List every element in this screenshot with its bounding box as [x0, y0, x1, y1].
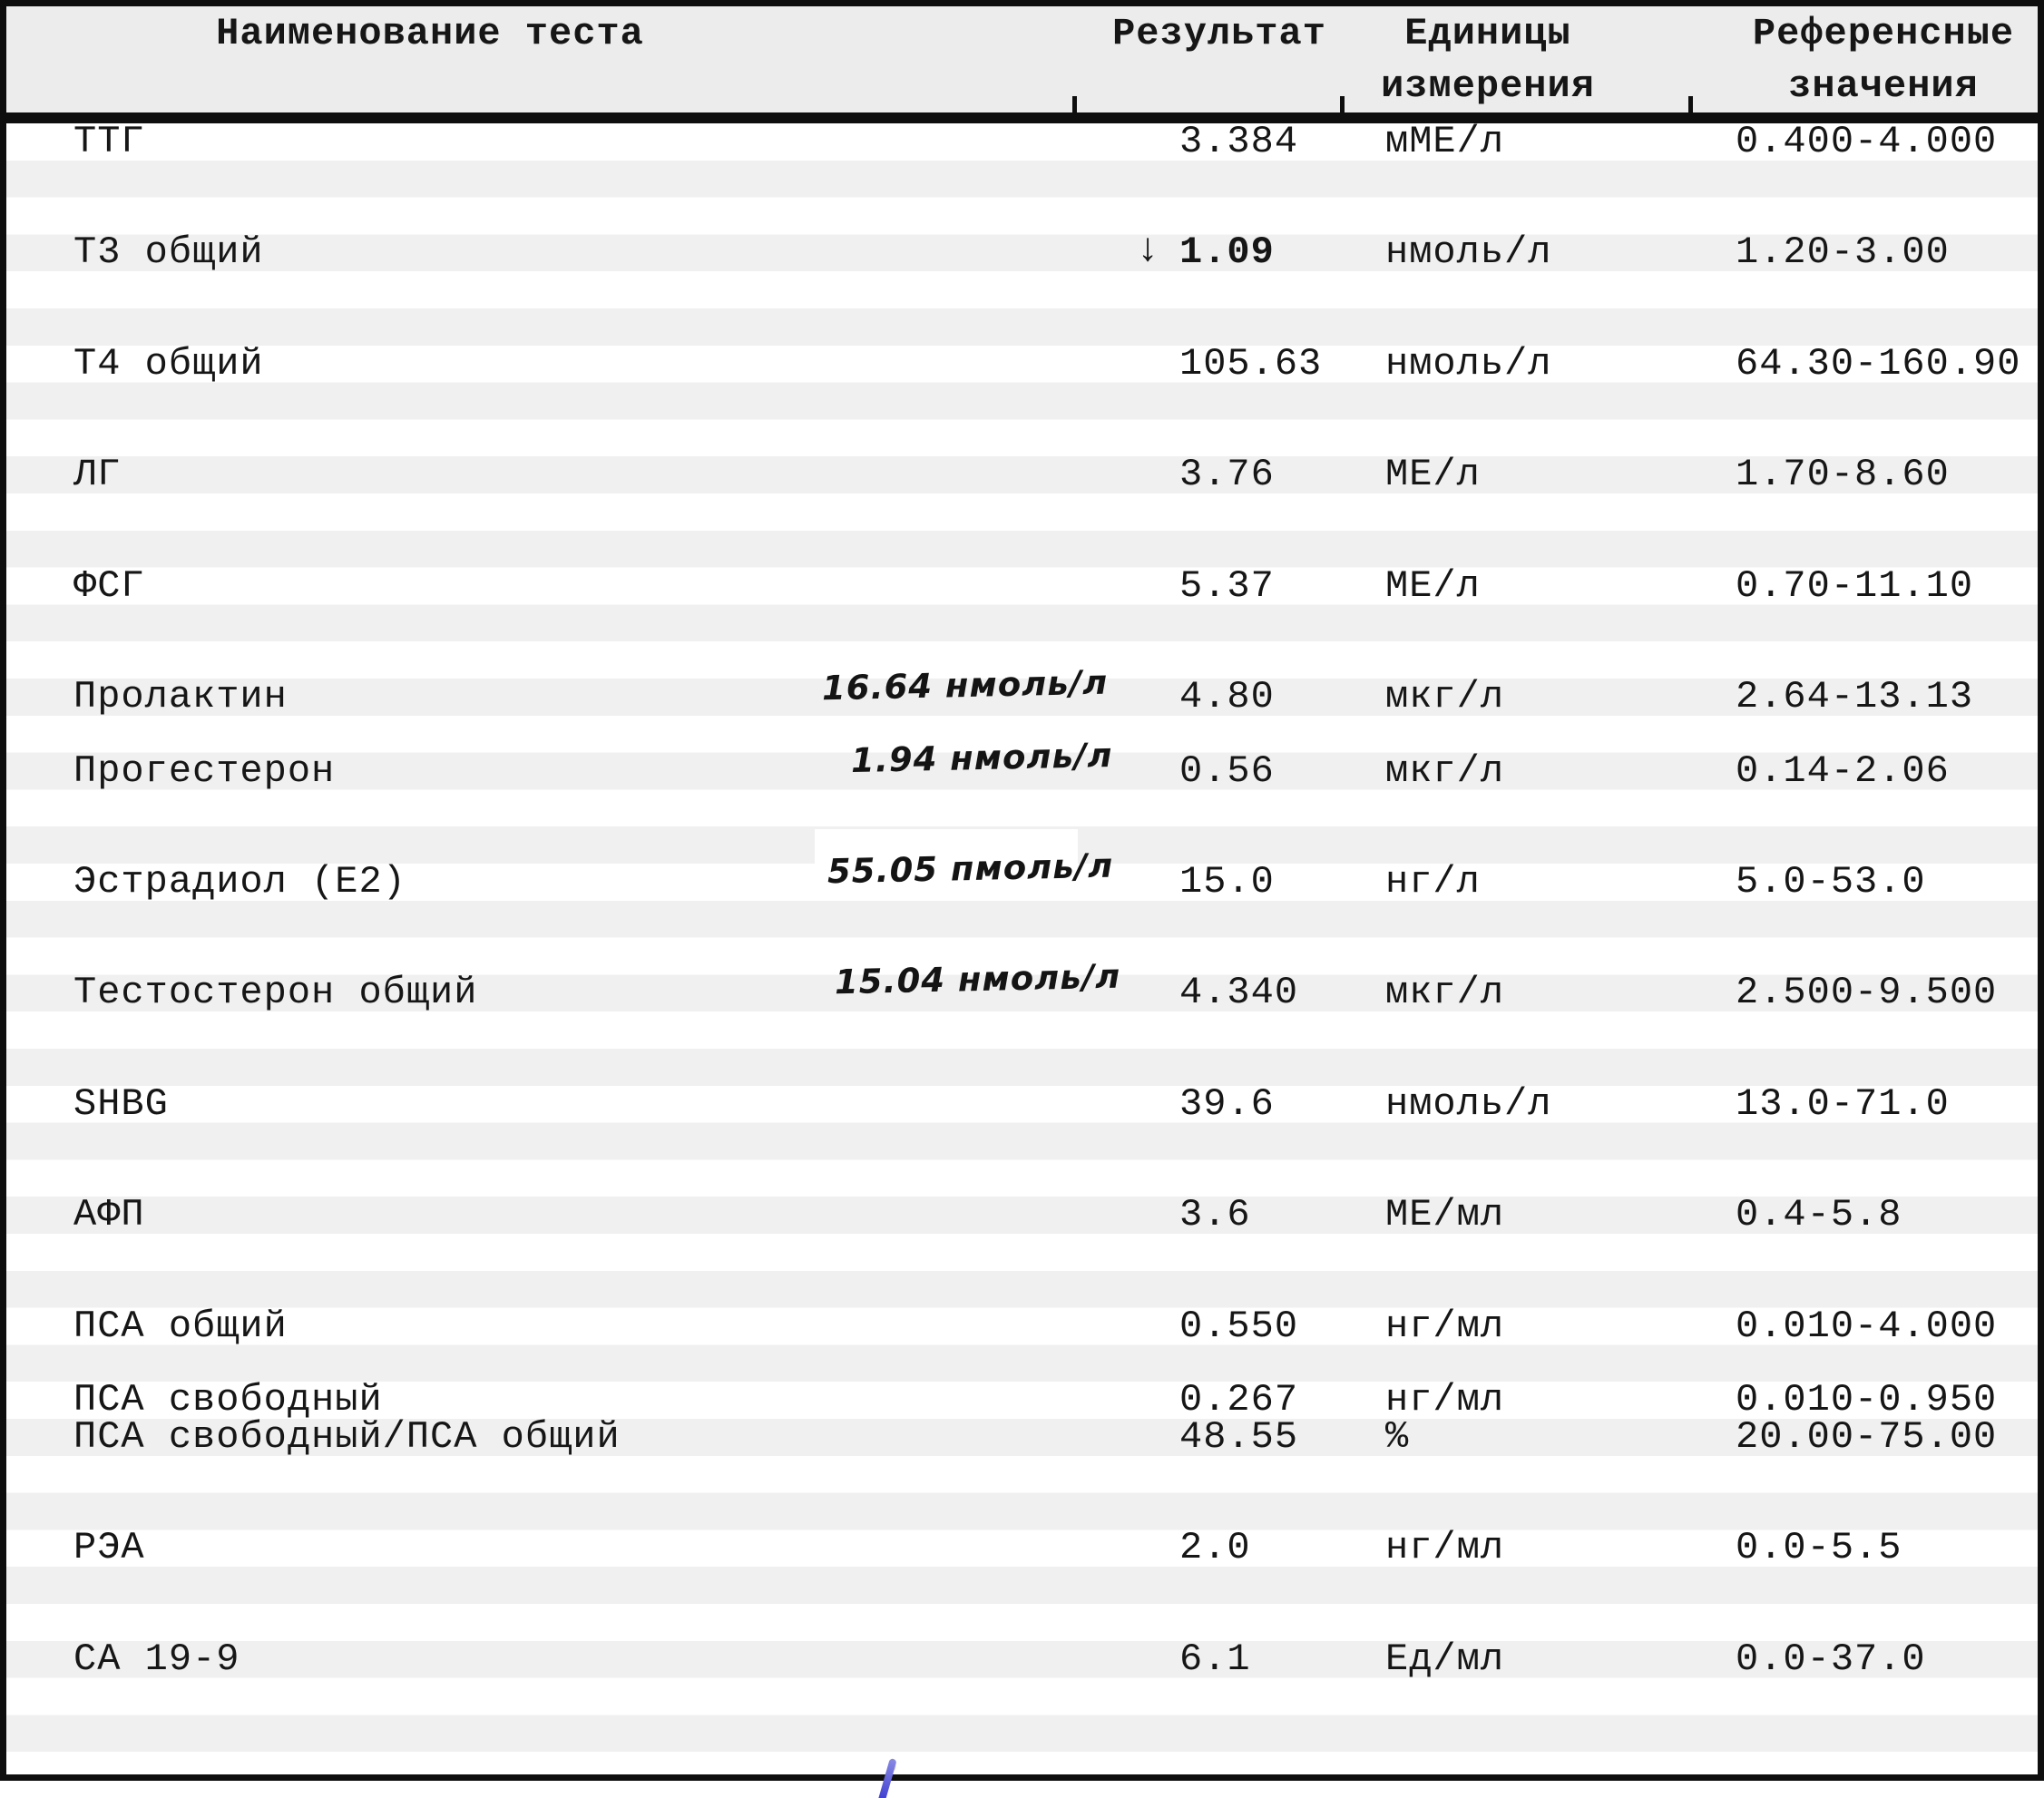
ref-range-cell: 0.400-4.000	[1736, 120, 1998, 163]
table-row: Прогестерон 0.56 мкг/л 0.14-2.06	[0, 748, 2044, 793]
result-cell: 0.56	[1179, 748, 1275, 793]
column-header-reference-line1: Референсные	[1752, 12, 2015, 55]
result-cell: 5.37	[1179, 563, 1275, 608]
column-header-test-name: Наименование теста	[216, 12, 644, 55]
test-name-cell: ТТГ	[73, 120, 145, 163]
unit-cell: МЕ/л	[1385, 563, 1481, 608]
ref-range-cell: 13.0-71.0	[1736, 1081, 1950, 1126]
test-name-cell: АФП	[73, 1193, 145, 1237]
table-row: ЛГ 3.76 МЕ/л 1.70-8.60	[0, 453, 2044, 497]
result-cell: 3.384	[1179, 120, 1299, 163]
result-cell: 4.80	[1179, 675, 1275, 718]
result-cell: 6.1	[1179, 1637, 1251, 1681]
column-header-result: Результат	[1112, 12, 1326, 55]
table-row: Т4 общий 105.63 нмоль/л 64.30-160.90	[0, 341, 2044, 386]
row-stripes-background	[6, 123, 2038, 1774]
result-cell: 4.340	[1179, 971, 1299, 1015]
result-cell: 0.550	[1179, 1304, 1299, 1348]
result-cell: 39.6	[1179, 1081, 1275, 1126]
test-name-cell: Пролактин	[73, 675, 288, 718]
table-row: Эстрадиол (Е2) 15.0 нг/л 5.0-53.0	[0, 860, 2044, 904]
whiteout-patch	[815, 829, 1078, 889]
test-name-cell: Т4 общий	[73, 341, 264, 386]
table-row: РЭА 2.0 нг/мл 0.0-5.5	[0, 1529, 2044, 1567]
table-row: Тестостерон общий 4.340 мкг/л 2.500-9.500	[0, 971, 2044, 1015]
unit-cell: нмоль/л	[1385, 230, 1552, 275]
test-name-cell: Прогестерон	[73, 748, 336, 793]
ref-range-cell: 0.0-5.5	[1736, 1526, 1902, 1570]
test-name-cell: Тестостерон общий	[73, 971, 478, 1015]
unit-cell: МЕ/мл	[1385, 1193, 1505, 1237]
table-header-band	[6, 6, 2038, 112]
unit-cell: МЕ/л	[1385, 453, 1481, 497]
handwritten-annotation: 1.94 нмоль/л	[850, 735, 1113, 781]
test-name-cell: Эстрадиол (Е2)	[73, 860, 406, 904]
ref-range-cell: 0.4-5.8	[1736, 1193, 1902, 1237]
unit-cell: нг/л	[1385, 860, 1481, 904]
result-cell: 3.76	[1179, 453, 1275, 497]
result-cell: 48.55	[1179, 1415, 1299, 1459]
test-name-cell: SHBG	[73, 1081, 169, 1126]
result-cell: 1.09	[1179, 230, 1275, 275]
table-row: АФП 3.6 МЕ/мл 0.4-5.8	[0, 1193, 2044, 1237]
unit-cell: нмоль/л	[1385, 341, 1552, 386]
ref-range-cell: 5.0-53.0	[1736, 860, 1926, 904]
ref-range-cell: 1.20-3.00	[1736, 230, 1950, 275]
column-divider-tick	[1340, 96, 1345, 123]
unit-cell: %	[1385, 1415, 1410, 1459]
unit-cell: нмоль/л	[1385, 1081, 1552, 1126]
result-cell: 0.267	[1179, 1378, 1299, 1422]
column-header-units-line1: Единицы	[1404, 12, 1571, 55]
unit-cell: мкг/л	[1385, 748, 1505, 793]
test-name-cell: ЛГ	[73, 453, 122, 497]
column-divider-tick	[1072, 96, 1077, 123]
table-row: ФСГ 5.37 МЕ/л 0.70-11.10	[0, 563, 2044, 608]
test-name-cell: ПСА общий	[73, 1304, 288, 1348]
test-name-cell: ПСА свободный/ПСА общий	[73, 1415, 621, 1459]
unit-cell: Ед/мл	[1385, 1637, 1505, 1681]
handwritten-annotation: 55.05 пмоль/л	[826, 845, 1114, 892]
result-cell: 105.63	[1179, 341, 1323, 386]
ref-range-cell: 2.64-13.13	[1736, 675, 1974, 718]
result-cell: 2.0	[1179, 1526, 1251, 1570]
handwritten-annotation: 16.64 нмоль/л	[821, 662, 1109, 708]
unit-cell: мкг/л	[1385, 971, 1505, 1015]
unit-cell: нг/мл	[1385, 1304, 1505, 1348]
column-header-reference-line2: значения	[1788, 64, 1979, 108]
ref-range-cell: 20.00-75.00	[1736, 1415, 1998, 1459]
result-cell: 3.6	[1179, 1193, 1251, 1237]
ref-range-cell: 0.010-4.000	[1736, 1304, 1998, 1348]
column-divider-tick	[1688, 96, 1693, 123]
column-header-units-line2: измерения	[1381, 64, 1595, 108]
ref-range-cell: 0.70-11.10	[1736, 563, 1974, 608]
table-row: ТТГ 3.384 мМЕ/л 0.400-4.000	[0, 120, 2044, 163]
ref-range-cell: 0.0-37.0	[1736, 1637, 1926, 1681]
ref-range-cell: 2.500-9.500	[1736, 971, 1998, 1015]
table-row: ПСА свободный/ПСА общий 48.55% 20.00-75.00	[0, 1415, 2044, 1459]
table-row: ПСА общий 0.550 нг/мл 0.010-4.000	[0, 1304, 2044, 1348]
unit-cell: нг/мл	[1385, 1378, 1505, 1422]
ref-range-cell: 0.010-0.950	[1736, 1378, 1998, 1422]
ref-range-cell: 0.14-2.06	[1736, 748, 1950, 793]
ref-range-cell: 64.30-160.90	[1736, 341, 2021, 386]
unit-cell: мкг/л	[1385, 675, 1505, 718]
test-name-cell: ПСА свободный	[73, 1378, 383, 1422]
table-row: СА 19-9 6.1 Ед/мл 0.0-37.0	[0, 1637, 2044, 1681]
table-row: Пролактин 4.80 мкг/л 2.64-13.13	[0, 675, 2044, 718]
unit-cell: мМЕ/л	[1385, 120, 1505, 163]
header-divider-rule	[6, 112, 2038, 123]
test-name-cell: СА 19-9	[73, 1637, 240, 1681]
table-row: SHBG 39.6 нмоль/л 13.0-71.0	[0, 1081, 2044, 1126]
table-row: Т3 общий ↓ 1.09 нмоль/л 1.20-3.00	[0, 228, 2044, 275]
low-value-arrow-icon: ↓	[1136, 228, 1160, 274]
test-name-cell: Т3 общий	[73, 230, 264, 275]
result-cell: 15.0	[1179, 860, 1275, 904]
handwritten-annotation: 15.04 нмоль/л	[834, 956, 1121, 1002]
test-name-cell: ФСГ	[73, 563, 145, 608]
test-name-cell: РЭА	[73, 1526, 145, 1570]
table-row: ПСА свободный 0.267 нг/мл 0.010-0.950	[0, 1378, 2044, 1422]
ref-range-cell: 1.70-8.60	[1736, 453, 1950, 497]
unit-cell: нг/мл	[1385, 1526, 1505, 1570]
